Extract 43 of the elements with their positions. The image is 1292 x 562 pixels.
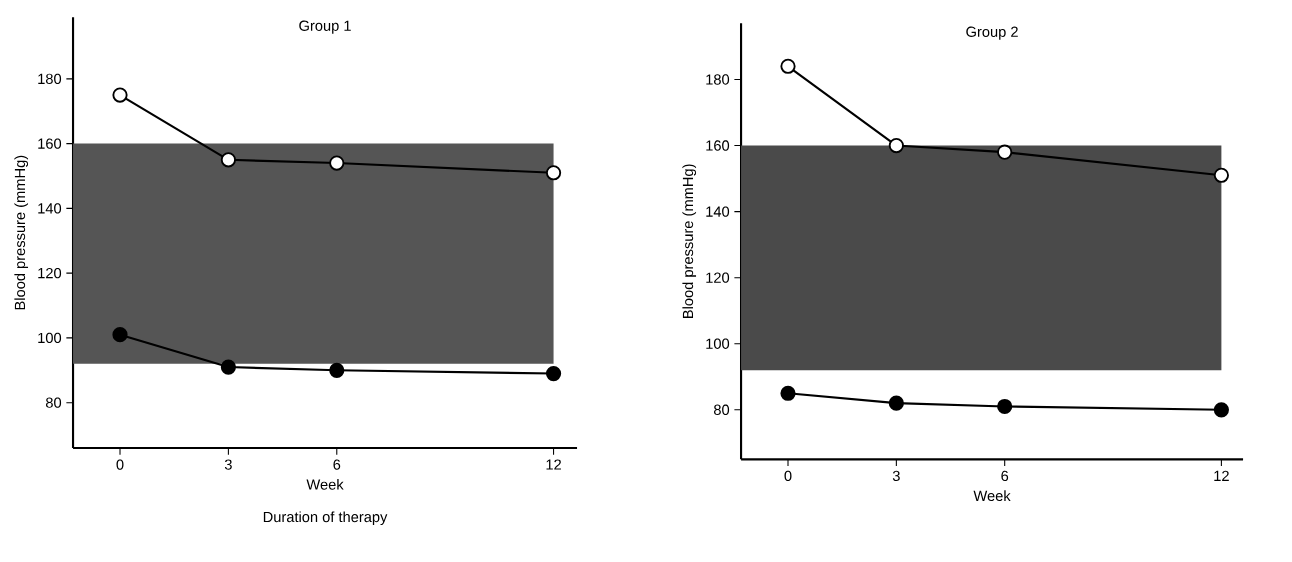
point: [888, 395, 904, 411]
y-tick-label: 180: [706, 74, 730, 85]
y-tick-label: 80: [713, 404, 730, 415]
y-tick-label: 180: [38, 73, 62, 85]
x-axis-title: Week: [306, 478, 344, 490]
point: [888, 137, 904, 154]
x-tick-label: 6: [333, 459, 341, 470]
point: [220, 152, 236, 168]
point: [1213, 402, 1229, 418]
point: [545, 165, 562, 181]
y-tick-label: 100: [706, 338, 730, 349]
y-tick-label: 160: [706, 140, 730, 151]
chart-title: Group 2: [966, 26, 1018, 40]
x-tick-label: 0: [116, 459, 124, 470]
point: [780, 385, 796, 401]
point: [329, 155, 345, 171]
text: Duration of therapy: [263, 511, 388, 526]
point: [997, 398, 1013, 415]
point: [220, 359, 236, 375]
point: [329, 362, 345, 378]
point: [1213, 167, 1229, 183]
y-tick-label: 160: [38, 138, 62, 149]
x-tick-label: 6: [1001, 470, 1009, 482]
point: [545, 365, 562, 382]
point: [780, 58, 796, 74]
y-tick-label: 120: [706, 272, 730, 283]
y-tick-label: 80: [45, 397, 62, 408]
y-tick-label: 120: [38, 267, 62, 279]
point: [112, 87, 128, 103]
y-tick-label: 140: [706, 206, 730, 217]
x-tick-label: 0: [784, 470, 792, 482]
x-tick-label: 3: [892, 470, 900, 482]
x-tick-label: 12: [546, 459, 561, 470]
x-tick-label: 12: [1214, 470, 1229, 481]
x-tick-label: 3: [224, 459, 232, 470]
point: [112, 327, 128, 343]
y-tick-label: 100: [38, 332, 62, 344]
y-axis-title: Blood pressure (mmHg): [14, 155, 29, 310]
y-axis-title: Blood pressure (mmHg): [682, 164, 697, 318]
y-tick-label: 140: [38, 203, 62, 214]
chart-title: Group 1: [299, 20, 351, 34]
x-axis-title: Week: [973, 490, 1011, 502]
point: [997, 144, 1013, 160]
